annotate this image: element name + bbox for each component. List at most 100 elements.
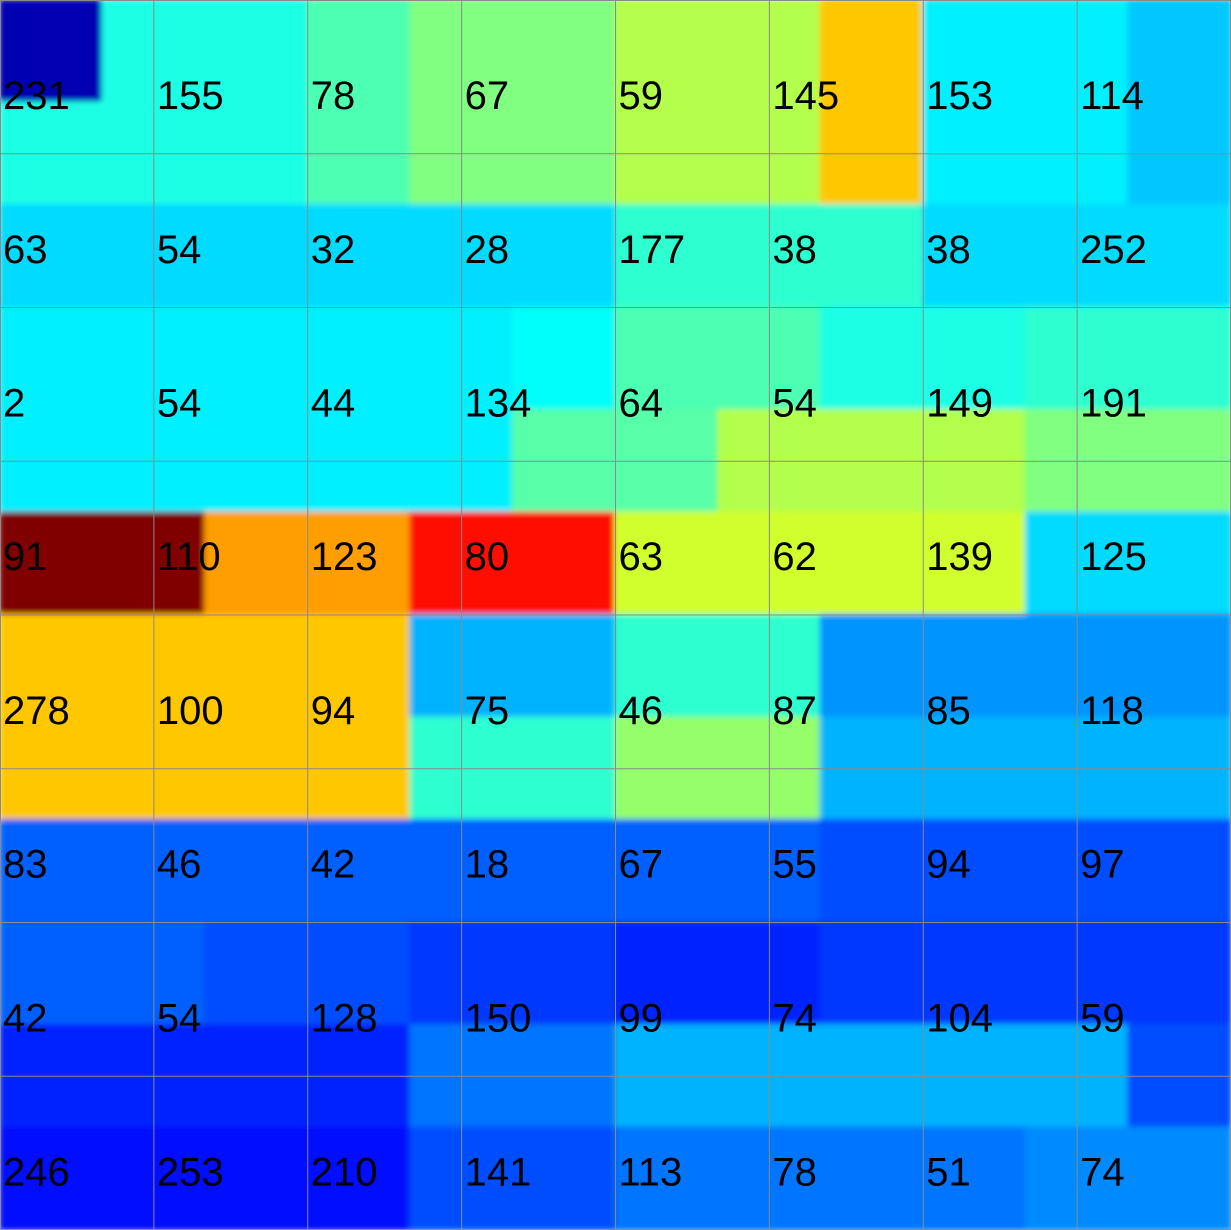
cell-value-label: 97: [1080, 843, 1125, 887]
cell-value-label: 59: [1080, 996, 1125, 1040]
cell-value-label: 32: [311, 228, 356, 272]
cell-value-label: 94: [926, 843, 971, 887]
cell-value-label: 85: [926, 689, 971, 733]
cell-value-label: 67: [619, 843, 664, 887]
cell-value-label: 114: [1080, 74, 1144, 118]
cell-value-label: 62: [772, 535, 817, 579]
cell-value-label: 141: [465, 1150, 532, 1194]
heatmap-cell: [819, 204, 925, 309]
heatmap-cell: [922, 921, 1027, 1026]
cell-value-label: 155: [157, 74, 224, 118]
cell-value-label: 113: [619, 1150, 683, 1194]
heatmap-cell: [0, 614, 104, 719]
cell-value-label: 94: [311, 689, 356, 733]
cell-value-label: 177: [619, 228, 686, 272]
cell-value-label: 278: [3, 689, 70, 733]
cell-value-label: 246: [3, 1150, 70, 1194]
cell-value-label: 38: [772, 228, 817, 272]
cell-value-label: 100: [157, 689, 224, 733]
heatmap-cell: [306, 0, 412, 104]
cell-value-label: 139: [926, 535, 993, 579]
heatmap-cell: [511, 1126, 617, 1230]
heatmap-cell: [0, 921, 104, 1026]
cell-value-label: 91: [3, 535, 48, 579]
cell-value-label: 54: [157, 381, 202, 425]
cell-value-label: 128: [311, 996, 378, 1040]
heatmap-cell: [511, 614, 617, 719]
heatmap-cell: [819, 511, 925, 616]
cell-value-label: 59: [619, 74, 664, 118]
heatmap-cell: [922, 306, 1027, 411]
heatmap-cell: [306, 921, 412, 1026]
cell-value-label: 153: [926, 74, 993, 118]
cell-value-label: 54: [772, 381, 817, 425]
heatmap-cell: [204, 0, 309, 104]
heatmap-cell: [0, 306, 104, 411]
heatmap-cell: [204, 1126, 309, 1230]
heatmap-cell: [614, 819, 720, 924]
cell-value-label: 51: [926, 1150, 971, 1194]
heatmap-cell: [0, 511, 104, 616]
heatmap-cell: [0, 204, 104, 309]
heatmap-cell: [1127, 1126, 1231, 1230]
cell-value-label: 134: [465, 381, 532, 425]
heatmap-cell: [819, 614, 925, 719]
cell-value-label: 83: [3, 843, 48, 887]
cell-value-label: 42: [311, 843, 356, 887]
heatmap-cell: [511, 0, 617, 104]
cell-value-label: 46: [619, 689, 664, 733]
cell-value-label: 253: [157, 1150, 224, 1194]
heatmap-cell: [614, 614, 720, 719]
heatmap-cell: [0, 0, 104, 104]
heatmap-cell: [306, 204, 412, 309]
cell-value-label: 64: [619, 381, 664, 425]
cell-value-label: 74: [772, 996, 817, 1040]
heatmap-cell: [306, 614, 412, 719]
cell-value-label: 78: [772, 1150, 817, 1194]
cell-value-label: 125: [1080, 535, 1147, 579]
heatmap-cell: [306, 511, 412, 616]
cell-value-label: 252: [1080, 228, 1147, 272]
cell-value-label: 67: [465, 74, 510, 118]
heatmap-cell: [922, 614, 1027, 719]
cell-value-label: 44: [311, 381, 356, 425]
heatmap-cell: [614, 511, 720, 616]
heatmap-cell: [306, 819, 412, 924]
cell-value-label: 2: [3, 381, 25, 425]
heatmap-cell: [306, 306, 412, 411]
cell-value-label: 210: [311, 1150, 378, 1194]
cell-value-label: 123: [311, 535, 378, 579]
cell-value-label: 145: [772, 74, 839, 118]
heatmap-cell: [1127, 614, 1231, 719]
heatmap-cell: [204, 819, 309, 924]
heatmap-cell: [511, 921, 617, 1026]
heatmap-cell: [1127, 511, 1231, 616]
cell-value-label: 42: [3, 996, 48, 1040]
heatmap-cell: [922, 204, 1027, 309]
cell-value-label: 118: [1080, 689, 1144, 733]
heatmap-cell: [204, 921, 309, 1026]
heatmap-cell: [614, 1126, 720, 1230]
cell-value-label: 231: [3, 74, 70, 118]
cell-value-label: 46: [157, 843, 202, 887]
cell-value-label: 87: [772, 689, 817, 733]
heatmap-cell: [0, 1126, 104, 1230]
heatmap-cell: [0, 819, 104, 924]
heatmap-cell: [922, 819, 1027, 924]
cell-value-label: 150: [465, 996, 532, 1040]
cell-value-label: 104: [926, 996, 993, 1040]
cell-value-label: 78: [311, 74, 356, 118]
heatmap-cell: [614, 306, 720, 411]
heatmap-cell: [819, 819, 925, 924]
heatmap-cell: [1127, 204, 1231, 309]
heatmap-cell: [1127, 0, 1231, 104]
heatmap-cell: [922, 0, 1027, 104]
cell-value-label: 149: [926, 381, 993, 425]
heatmap-cell: [306, 1126, 412, 1230]
cell-value-label: 38: [926, 228, 971, 272]
heatmap-cell: [614, 204, 720, 309]
cell-value-label: 18: [465, 843, 510, 887]
